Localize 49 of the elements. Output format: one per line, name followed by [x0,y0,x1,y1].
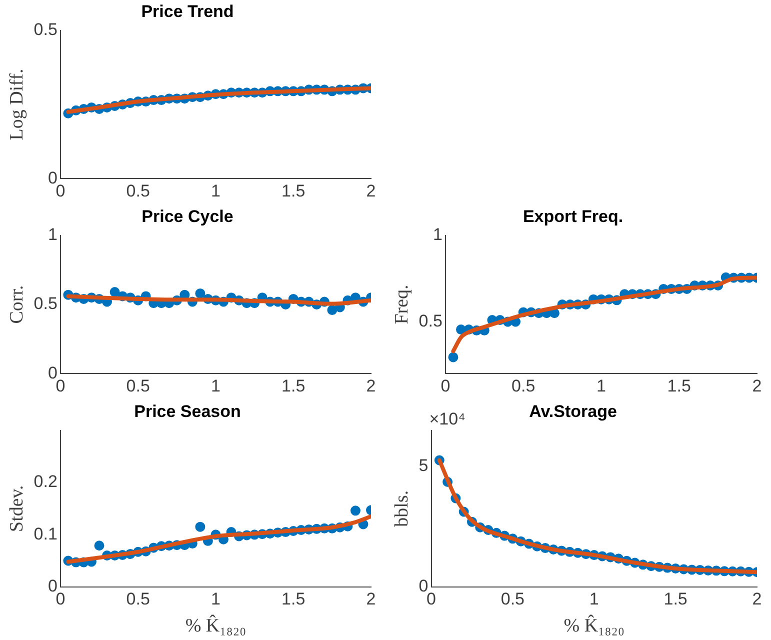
x-axis-title: % K̂₁₈₂₀ [185,614,246,637]
x-tick-label: 1 [589,590,599,609]
point [94,540,104,551]
x-tick-label: 0.5 [126,590,150,609]
y-tick-label: 0 [48,168,58,188]
chart-title: Export Freq. [522,206,624,226]
x-tick-label: 1 [210,181,220,200]
y-tick-label: 0.5 [418,311,442,330]
chart-title: Av.Storage [529,402,617,421]
x-tick-label: 1.5 [282,590,306,609]
y-axis-title: Log Diff. [6,68,28,140]
y-tick-label: 0 [418,576,428,596]
x-tick-label: 0.5 [500,590,525,609]
x-tick-label: 2 [752,590,762,609]
x-tick-label: 2 [366,590,376,609]
x-tick-label: 0.5 [512,376,536,396]
point [350,506,360,516]
x-tick-label: 0.5 [126,376,150,396]
chart-title: Price Cycle [142,206,234,226]
chart-title: Price Season [134,402,241,421]
chart-title: Price Trend [141,2,234,21]
x-tick-label: 1.5 [282,376,306,396]
x-tick-label: 0.5 [126,181,150,200]
x-tick-label: 1.5 [282,181,306,200]
y-tick-label: 1 [48,225,58,244]
y-axis-title: Corr. [6,285,28,324]
x-axis-title: % K̂₁₈₂₀ [564,614,625,637]
x-tick-label: 2 [366,376,376,396]
x-tick-label: 1 [210,590,220,609]
y-axis-title: Stdev. [6,485,28,532]
y-tick-label: 5 [418,456,428,476]
point [448,352,458,362]
x-tick-label: 1 [596,376,606,396]
y-tick-label: 0.5 [34,20,58,40]
x-tick-label: 1.5 [664,590,688,609]
y-tick-label: 0 [48,576,58,596]
point [195,288,206,298]
y-tick-label: 0.5 [34,294,58,314]
x-tick-label: 1.5 [667,376,691,396]
x-tick-label: 2 [752,376,762,396]
x-tick-label: 1 [210,376,220,396]
y-tick-label: 0.1 [34,524,58,544]
y-axis-title: Freq. [391,284,412,324]
y-tick-label: 0.2 [34,472,58,492]
y-tick-label: 0 [48,363,58,382]
text: ×10⁴ [429,410,466,429]
point [195,522,206,532]
y-axis-title: bbls. [391,490,412,527]
x-tick-label: 2 [366,181,376,200]
